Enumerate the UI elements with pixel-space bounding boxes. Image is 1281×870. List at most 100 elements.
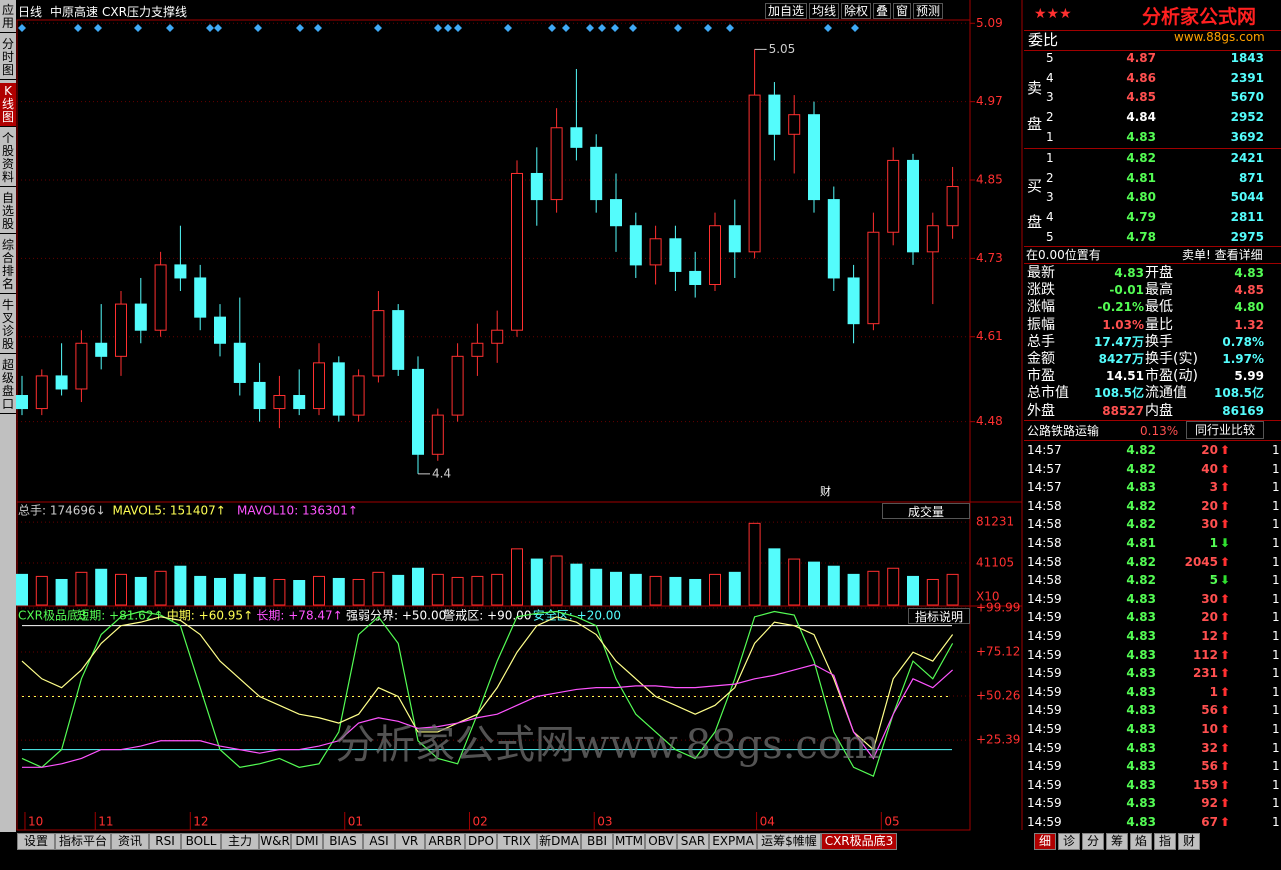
side-tab[interactable]: 个股资料 [0, 130, 16, 187]
right-tab[interactable]: 诊 [1058, 833, 1080, 850]
stat-label: 量比 [1145, 316, 1173, 333]
bottom-tab[interactable]: 设置 [17, 833, 55, 850]
bottom-tab[interactable]: BOLL [181, 833, 221, 850]
bottom-tab[interactable]: VR [395, 833, 425, 850]
volume-bar [174, 565, 187, 606]
stock-name: 中原高速 [50, 5, 99, 19]
trade-arrow: ⬆ [1220, 610, 1231, 625]
bottom-tab[interactable]: BIAS [323, 833, 363, 850]
right-tab[interactable]: 分 [1082, 833, 1104, 850]
book-level: 2 [1046, 110, 1054, 125]
trade-volume: 32 [1201, 740, 1218, 755]
bottom-tab[interactable]: SAR [677, 833, 709, 850]
right-tab[interactable]: 筹 [1106, 833, 1128, 850]
side-tab[interactable]: 牛叉诊股 [0, 297, 16, 354]
indicator-help[interactable]: 指标说明 [908, 608, 970, 624]
bottom-tab[interactable]: CXR极品底3 [821, 833, 897, 850]
bottom-tab[interactable]: EXPMA [709, 833, 757, 850]
signal-diamond [598, 24, 606, 32]
trade-count: 1 [1272, 647, 1280, 662]
trade-price: 4.81 [1126, 536, 1156, 550]
side-tab[interactable]: 分时图 [0, 36, 16, 80]
right-tab[interactable]: 细 [1034, 833, 1056, 850]
bottom-tab[interactable]: 新DMA [537, 833, 581, 850]
bottom-tab[interactable]: BBI [581, 833, 613, 850]
bottom-tab[interactable]: 主力 [221, 833, 259, 850]
bottom-tab[interactable]: 资讯 [111, 833, 149, 850]
right-tab[interactable]: 财 [1178, 833, 1200, 850]
candle-body [511, 172, 523, 331]
toolbar-button[interactable]: 叠 [873, 3, 891, 19]
bottom-tab[interactable]: RSI [149, 833, 181, 850]
bottom-tab[interactable]: ARBR [425, 833, 465, 850]
trade-arrow: ⬆ [1220, 759, 1231, 774]
trade-arrow: ⬆ [1220, 591, 1231, 606]
toolbar-button[interactable]: 除权 [841, 3, 871, 19]
industry-button[interactable]: 同行业比较 [1186, 421, 1264, 439]
trade-time: 14:59 [1027, 777, 1062, 792]
bottom-tab[interactable]: DPO [465, 833, 497, 850]
quote-panel: ★★★ 分析家公式网 www.88gs.com 委比 卖盘 买盘 5 4.87 1843 4 4.8… [1024, 0, 1281, 832]
toolbar-button[interactable]: 均线 [809, 3, 839, 19]
position-note: 在0.00位置有 [1026, 248, 1101, 262]
trade-time: 14:57 [1027, 461, 1062, 476]
book-volume: 2391 [1230, 70, 1264, 85]
bottom-tab[interactable]: 指标平台 [55, 833, 111, 850]
candle-body [16, 395, 28, 410]
book-volume: 5670 [1230, 90, 1264, 105]
signal-diamond [704, 24, 712, 32]
candle-body [451, 355, 464, 416]
toolbar-button[interactable]: 窗 [893, 3, 911, 19]
trade-price: 4.82 [1126, 517, 1156, 532]
stat-value: 17.47万 [1094, 334, 1144, 349]
side-tab[interactable]: 综合排名 [0, 237, 16, 294]
date-label: 10 [28, 815, 43, 829]
book-price: 4.84 [1126, 110, 1156, 125]
bottom-tab[interactable]: MTM [613, 833, 645, 850]
toolbar-button[interactable]: 加自选 [765, 3, 807, 19]
side-tab[interactable]: 应用 [0, 2, 16, 33]
panel-rule [1024, 30, 1281, 31]
right-tab[interactable]: 指 [1154, 833, 1176, 850]
trade-time: 14:59 [1027, 740, 1062, 755]
stat-label: 最新 [1027, 265, 1055, 281]
y-tick-label: 4.97 [976, 94, 1003, 108]
stat-label: 内盘 [1145, 402, 1173, 419]
trade-volume: 20 [1201, 443, 1218, 457]
side-tab[interactable]: 自选股 [0, 190, 16, 234]
trade-volume: 112 [1192, 647, 1218, 662]
candle-body [530, 172, 543, 201]
detail-link[interactable]: 卖单! 查看详细 [1182, 248, 1263, 262]
side-tab[interactable]: K线图 [0, 83, 16, 127]
trade-time: 14:59 [1027, 591, 1062, 606]
volume-header: 总手: 174696↓ [18, 504, 106, 518]
bottom-tab[interactable]: ASI [363, 833, 395, 850]
candle-body [808, 114, 820, 201]
trade-volume: 40 [1201, 461, 1218, 476]
candle-body [907, 159, 919, 253]
right-tab[interactable]: 焰 [1130, 833, 1152, 850]
signal-diamond [166, 24, 174, 32]
volume-bar [392, 574, 405, 606]
bottom-tab[interactable]: OBV [645, 833, 677, 850]
bottom-tab[interactable]: 运筹$帷幄 [757, 833, 821, 850]
bottom-tab[interactable]: TRIX [497, 833, 537, 850]
volume-bar [16, 573, 28, 606]
bottom-tab[interactable]: DMI [291, 833, 323, 850]
trade-price: 4.83 [1126, 722, 1156, 736]
volume-bar [887, 567, 900, 606]
indicator-header: 安全区: +20.00 [533, 608, 621, 623]
signal-diamond [851, 24, 859, 32]
toolbar-button[interactable]: 预测 [913, 3, 943, 19]
bottom-tab[interactable]: W&R [259, 833, 291, 850]
trade-time: 14:59 [1027, 629, 1062, 643]
trade-time: 14:59 [1027, 666, 1062, 681]
volume-bar [293, 580, 306, 606]
industry-change: 0.13% [1140, 424, 1179, 438]
signal-diamond [374, 24, 382, 32]
book-level: 5 [1046, 51, 1054, 65]
y-tick-label: +99.99 [976, 601, 1020, 615]
trade-count: 1 [1272, 629, 1280, 643]
side-tab[interactable]: 超级盘口 [0, 357, 16, 414]
volume-selector[interactable]: 成交量 [882, 503, 970, 519]
